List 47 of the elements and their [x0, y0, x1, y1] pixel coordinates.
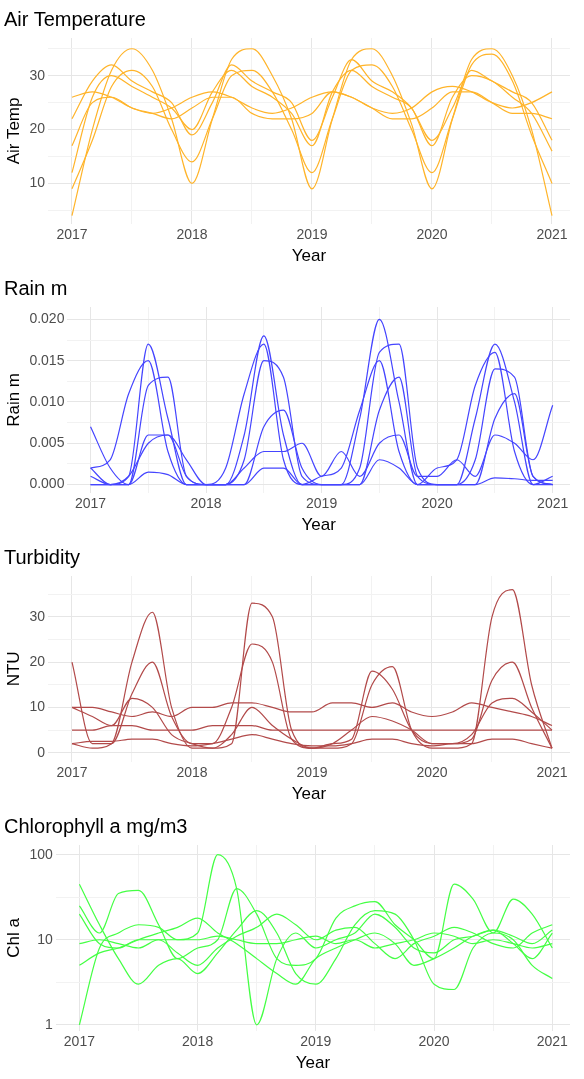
y-tick-label: 0.000: [29, 475, 65, 492]
chart-title: Turbidity: [4, 545, 80, 568]
y-tick-label: 10: [29, 174, 46, 191]
x-tick-label: 2018: [176, 764, 208, 781]
y-tick-label: 30: [29, 607, 46, 624]
x-tick-label: 2019: [296, 226, 328, 243]
x-axis-title: Year: [295, 1053, 331, 1073]
x-tick-label: 2019: [296, 764, 328, 781]
x-tick-label: 2017: [56, 764, 88, 781]
x-tick-label: 2021: [536, 764, 568, 781]
chart-title: Air Temperature: [4, 7, 146, 30]
y-axis-title: Air Temp: [3, 97, 23, 165]
y-tick-label: 0.020: [29, 310, 65, 327]
y-tick-label: 0: [37, 743, 46, 760]
x-axis-title: Year: [291, 784, 327, 804]
y-tick-label: 10: [37, 930, 53, 947]
x-tick-label: 2017: [74, 495, 107, 512]
y-tick-label: 100: [29, 845, 53, 862]
y-tick-label: 1: [44, 1015, 53, 1032]
x-tick-label: 2021: [536, 226, 568, 243]
y-tick-label: 10: [29, 698, 46, 715]
y-tick-label: 0.010: [29, 392, 65, 409]
y-axis-title: NTU: [3, 651, 23, 687]
x-tick-label: 2021: [537, 495, 569, 512]
y-tick-label: 30: [29, 66, 46, 83]
y-tick-label: 20: [29, 120, 46, 137]
x-tick-label: 2018: [182, 1033, 214, 1050]
x-tick-label: 2020: [421, 495, 453, 512]
x-tick-label: 2018: [176, 226, 208, 243]
y-tick-label: 20: [29, 652, 46, 669]
y-tick-label: 0.005: [29, 434, 65, 451]
x-axis-title: Year: [301, 515, 337, 535]
x-tick-label: 2020: [416, 764, 448, 781]
x-tick-label: 2020: [416, 226, 448, 243]
x-axis-title: Year: [291, 246, 327, 266]
chart-title: Chlorophyll a mg/m3: [4, 814, 188, 837]
y-tick-label: 0.015: [29, 351, 65, 368]
x-tick-label: 2017: [56, 226, 88, 243]
x-tick-label: 2019: [300, 1033, 332, 1050]
x-tick-label: 2018: [190, 495, 222, 512]
x-tick-label: 2021: [536, 1033, 569, 1050]
x-tick-label: 2019: [306, 495, 338, 512]
y-axis-title: Rain m: [3, 372, 23, 427]
x-tick-label: 2020: [418, 1033, 450, 1050]
y-axis-title: Chl a: [3, 917, 23, 958]
x-tick-label: 2017: [63, 1033, 96, 1050]
chart-title: Rain m: [4, 276, 68, 299]
